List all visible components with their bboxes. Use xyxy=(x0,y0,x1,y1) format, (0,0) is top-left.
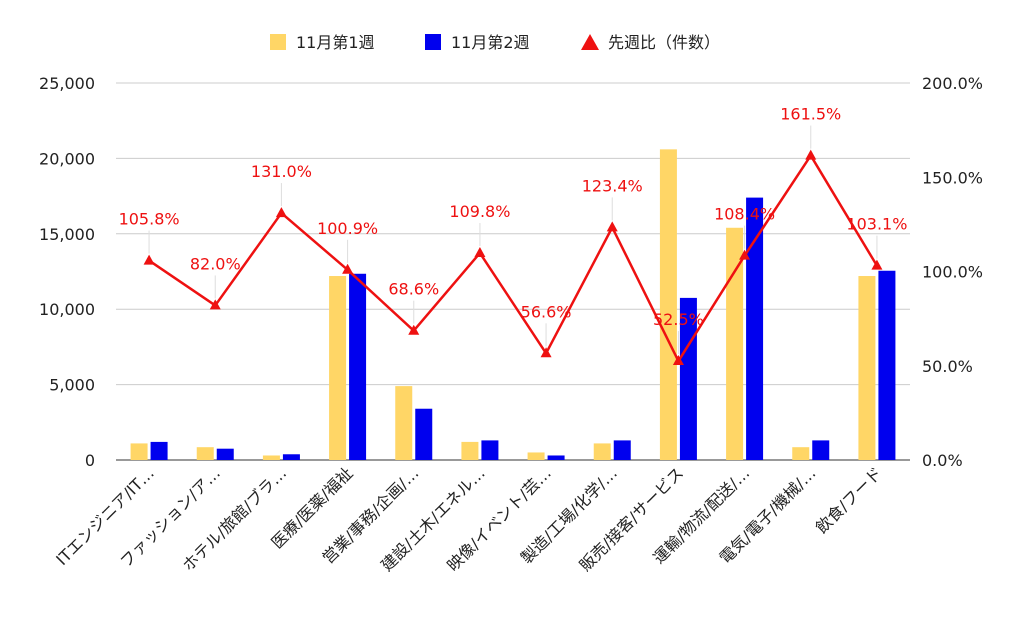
ratio-point xyxy=(408,324,420,335)
category-labels: ITエンジニア/IT…ファッション/ア…ホテル/旅館/ブラ…医療/医薬/福祉営業… xyxy=(52,463,885,575)
legend-label-2: 11月第2週 xyxy=(451,33,530,52)
right-tick-label: 100.0% xyxy=(922,263,983,282)
right-tick-label: 150.0% xyxy=(922,168,983,187)
left-tick-label: 10,000 xyxy=(39,300,95,319)
right-tick-label: 200.0% xyxy=(922,74,983,93)
bar-series-1 xyxy=(527,452,545,460)
bar-series-1 xyxy=(395,386,413,460)
legend-label-3: 先週比（件数） xyxy=(608,33,720,52)
bar-series-1 xyxy=(792,447,810,460)
ratio-data-label: 68.6% xyxy=(388,280,439,299)
bar-series-1 xyxy=(329,276,347,460)
ratio-data-label: 131.0% xyxy=(251,162,312,181)
bar-series-2 xyxy=(282,454,300,460)
right-axis: 0.0% 50.0% 100.0% 150.0% 200.0% xyxy=(922,74,983,470)
ratio-line xyxy=(143,149,883,366)
bar-series-2 xyxy=(547,455,565,460)
ratio-data-label: 161.5% xyxy=(780,105,841,124)
ratio-point xyxy=(474,247,486,258)
bar-series-1 xyxy=(726,227,744,460)
ratio-data-label: 52.5% xyxy=(653,310,704,329)
ratio-line-path xyxy=(148,154,878,363)
bar-series-2 xyxy=(481,440,499,460)
ratio-data-label: 105.8% xyxy=(119,210,180,229)
bar-series-2 xyxy=(613,440,631,460)
left-tick-label: 5,000 xyxy=(49,376,95,395)
ratio-point xyxy=(540,347,552,358)
bars xyxy=(130,149,896,461)
bar-series-2 xyxy=(878,270,896,460)
bar-series-1 xyxy=(858,276,876,460)
ratio-data-label: 103.1% xyxy=(846,215,907,234)
legend-swatch-1 xyxy=(270,34,286,50)
bar-series-1 xyxy=(262,455,280,460)
bar-series-2 xyxy=(415,408,433,460)
legend-triangle-icon xyxy=(581,34,599,50)
ratio-labels: 105.8% 82.0% 131.0% 100.9% 68.6% 109.8% 56.6% 1… xyxy=(119,105,907,355)
bar-series-1 xyxy=(196,447,214,460)
ratio-point xyxy=(342,263,354,274)
gridlines xyxy=(116,82,910,461)
bar-series-1 xyxy=(130,443,148,460)
bar-series-1 xyxy=(461,441,479,460)
ratio-data-label: 82.0% xyxy=(190,254,241,273)
ratio-data-label: 108.4% xyxy=(714,205,775,224)
ratio-point xyxy=(275,207,287,218)
left-tick-label: 0 xyxy=(85,451,95,470)
ratio-point xyxy=(606,221,618,232)
bar-series-2 xyxy=(746,197,764,460)
left-tick-label: 25,000 xyxy=(39,74,95,93)
ratio-point xyxy=(209,299,221,310)
ratio-point xyxy=(672,355,684,366)
ratio-data-label: 109.8% xyxy=(449,202,510,221)
ratio-point xyxy=(143,254,155,265)
legend: 11月第1週 11月第2週 先週比（件数） xyxy=(270,33,720,52)
left-tick-label: 20,000 xyxy=(39,149,95,168)
ratio-point xyxy=(739,249,751,260)
left-tick-label: 15,000 xyxy=(39,225,95,244)
bar-series-2 xyxy=(349,273,367,460)
bar-series-2 xyxy=(150,441,168,460)
right-tick-label: 50.0% xyxy=(922,357,973,376)
left-axis: 0 5,000 10,000 15,000 20,000 25,000 xyxy=(39,74,95,470)
bar-series-2 xyxy=(812,440,830,460)
ratio-point xyxy=(805,149,817,160)
ratio-data-label: 100.9% xyxy=(317,219,378,238)
bar-series-2 xyxy=(216,448,234,460)
ratio-point xyxy=(871,259,883,270)
legend-swatch-2 xyxy=(425,34,441,50)
bar-series-1 xyxy=(593,443,611,460)
right-tick-label: 0.0% xyxy=(922,451,963,470)
category-label: 飲食/フード xyxy=(812,463,886,537)
ratio-data-label: 123.4% xyxy=(582,176,643,195)
legend-label-1: 11月第1週 xyxy=(296,33,375,52)
ratio-data-label: 56.6% xyxy=(521,302,572,321)
bar-series-1 xyxy=(659,149,677,461)
